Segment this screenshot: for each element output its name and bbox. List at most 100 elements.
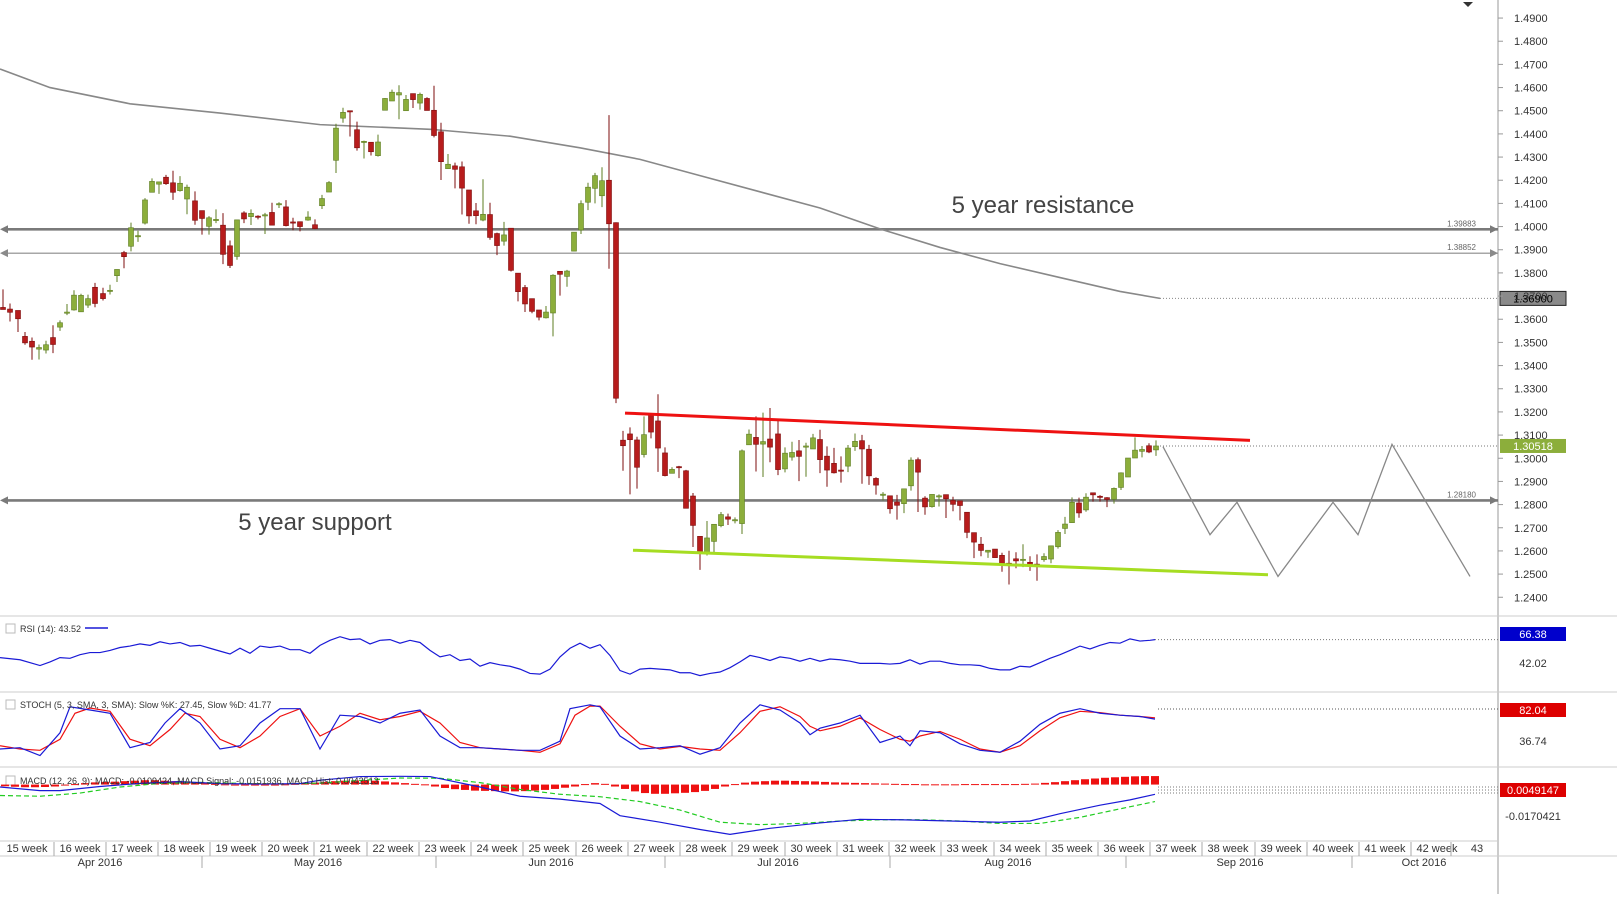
candle-body (290, 221, 296, 224)
candle-body (192, 200, 198, 221)
macd-hist-bar (951, 784, 959, 786)
candle-body (142, 199, 148, 224)
macd-hist-bar (31, 784, 39, 788)
macd-hist-bar (1091, 778, 1099, 785)
candle-body (1104, 497, 1110, 500)
candle-body (627, 433, 633, 441)
macd-panel: 0.0049147 -0.0170421 (0, 775, 1566, 835)
week-label: 31 week (843, 843, 884, 855)
candle-body (340, 112, 346, 119)
macd-hist-bar (1031, 783, 1039, 785)
macd-hist-bar (1111, 777, 1119, 785)
candle-body (445, 163, 451, 169)
resistance-label: 5 year resistance (952, 192, 1135, 219)
candle-body (803, 445, 809, 448)
candle-body (508, 227, 514, 271)
candle-body (1076, 502, 1082, 514)
candle-body (71, 294, 77, 311)
macd-hist-bar (541, 784, 549, 790)
macd-hist-bar (1051, 782, 1059, 785)
candle-body (1132, 449, 1138, 459)
rsi-line (0, 636, 1156, 677)
ma-value-label: 1.36900 (1513, 293, 1553, 305)
moving-average: 1.36900 (0, 68, 1567, 306)
week-label: 15 week (7, 843, 48, 855)
candle-body (901, 488, 907, 504)
price-tick-label: 1.2400 (1514, 592, 1548, 604)
candle-body (1111, 488, 1117, 500)
candle-body (775, 433, 781, 470)
candle-body (782, 452, 788, 470)
stoch-level-label: 36.74 (1519, 736, 1547, 748)
candle-body (697, 536, 703, 554)
candle-body (536, 309, 542, 318)
candle-body (262, 214, 268, 217)
macd-hist-bar (821, 781, 829, 785)
macd-hist-bar (601, 783, 609, 785)
macd-hist-bar (741, 782, 749, 785)
price-tick-label: 1.4100 (1514, 198, 1548, 210)
week-label: 26 week (582, 843, 623, 855)
macd-hist-bar (1011, 784, 1019, 786)
macd-hist-bar (1151, 776, 1159, 785)
macd-hist-bar (1041, 782, 1049, 785)
candle-body (248, 213, 254, 217)
candle-body (466, 189, 472, 217)
candle-body (592, 175, 598, 189)
candle-body (85, 298, 91, 306)
candle-body (1090, 492, 1096, 496)
candle-body (389, 91, 395, 102)
macd-hist-bar (331, 781, 339, 785)
macd-hist-bar (291, 783, 299, 785)
macd-hist-bar (971, 784, 979, 786)
macd-hist-bar (941, 784, 949, 786)
macd-hist-bar (471, 784, 479, 791)
macd-hist-bar (531, 784, 539, 791)
macd-hist-bar (371, 780, 379, 785)
price-tick-label: 1.2800 (1514, 500, 1548, 512)
month-label: Jun 2016 (528, 857, 573, 869)
candle-body (1013, 558, 1019, 562)
price-tick-label: 1.3900 (1514, 245, 1548, 257)
week-label: 43 (1471, 843, 1483, 855)
ma-line (0, 68, 1161, 300)
macd-hist-bar (761, 781, 769, 785)
candle-body (50, 337, 56, 345)
macd-hist-bar (751, 781, 759, 785)
panel-collapse-icon[interactable] (1463, 2, 1473, 7)
candle-body (683, 470, 689, 509)
macd-line (0, 775, 1156, 835)
candle-body (234, 219, 240, 257)
macd-hist-bar (831, 782, 839, 785)
macd-hist-bar (201, 783, 209, 785)
macd-hist-bar (1021, 783, 1029, 785)
macd-hist-bar (1001, 784, 1009, 786)
current-price-box (1500, 438, 1566, 453)
macd-hist-bar (231, 784, 239, 786)
candle-body (753, 437, 759, 445)
candle-body (92, 286, 98, 304)
candle-body (326, 182, 332, 193)
macd-hist-bar (71, 784, 79, 786)
macd-hist-bar (111, 781, 119, 785)
candle-body (255, 215, 261, 218)
price-tick-label: 1.2600 (1514, 546, 1548, 558)
candle-body (866, 448, 872, 477)
candle-body (1139, 449, 1145, 452)
macd-hist-bar (721, 784, 729, 787)
macd-hist-bar (931, 784, 939, 786)
macd-hist-bar (101, 781, 109, 785)
candle-body (669, 469, 675, 474)
rsi-toggle-icon (5, 623, 16, 634)
month-label: May 2016 (294, 857, 342, 869)
macd-hist-bar (131, 780, 139, 785)
macd-hist-bar (1081, 779, 1089, 785)
macd-hist-bar (271, 784, 279, 786)
macd-hist-bar (171, 781, 179, 785)
candle-body (269, 212, 275, 226)
candle-body (634, 439, 640, 468)
current-price-label: 1.30518 (1513, 441, 1553, 453)
candlesticks: 1.30518 (0, 85, 1566, 585)
macd-hist-bar (581, 784, 589, 786)
price-tick-label: 1.3100 (1514, 430, 1548, 442)
